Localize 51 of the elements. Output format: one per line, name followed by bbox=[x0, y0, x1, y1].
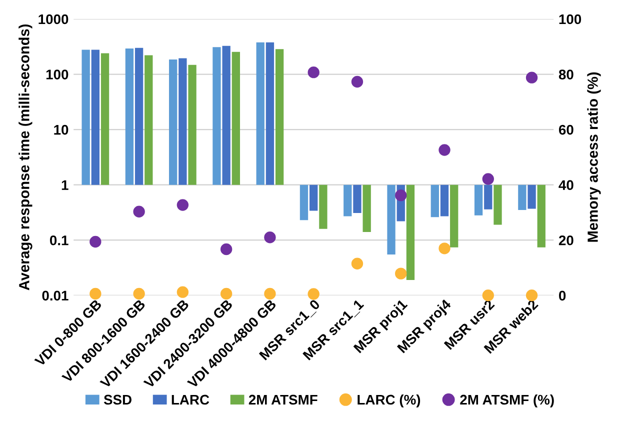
y-tick-label: 10 bbox=[54, 124, 68, 135]
y-tick-label: 1000 bbox=[38, 14, 68, 24]
bar bbox=[212, 47, 221, 185]
bar bbox=[256, 42, 264, 185]
y2-tick-label: 100 bbox=[559, 14, 582, 24]
bar bbox=[178, 58, 187, 185]
bar bbox=[344, 184, 352, 216]
bar bbox=[125, 48, 134, 185]
bar bbox=[310, 184, 318, 211]
y2-tick-label: 80 bbox=[558, 70, 574, 80]
bar bbox=[450, 184, 458, 248]
bar bbox=[222, 46, 230, 185]
bar bbox=[169, 60, 178, 185]
bar bbox=[134, 48, 144, 185]
legend-label: LARC bbox=[172, 394, 210, 405]
bar bbox=[188, 64, 196, 185]
bar bbox=[484, 184, 492, 210]
bar bbox=[474, 184, 483, 216]
y2-tick-label: 60 bbox=[558, 124, 574, 135]
bar bbox=[275, 49, 284, 185]
y2-axis-title: Memory access ratio (%) bbox=[587, 72, 601, 242]
bar bbox=[537, 184, 546, 248]
bar bbox=[300, 184, 308, 220]
bar bbox=[387, 184, 396, 254]
legend-label: LARC (%) bbox=[358, 394, 420, 408]
bar bbox=[319, 184, 328, 229]
bar bbox=[91, 50, 100, 185]
bar bbox=[440, 184, 449, 216]
bar bbox=[430, 184, 439, 218]
bar bbox=[232, 52, 240, 185]
bar bbox=[100, 53, 110, 185]
legend-label: SSD bbox=[104, 394, 132, 405]
y2-tick-label: 20 bbox=[558, 235, 574, 246]
y-tick-label: 0.1 bbox=[50, 235, 68, 246]
y2-tick-label: 0 bbox=[559, 290, 566, 301]
legend-label: 2M ATSMF (%) bbox=[460, 394, 554, 408]
bar bbox=[494, 184, 502, 225]
bar bbox=[353, 184, 362, 213]
bar bbox=[144, 55, 153, 185]
bar bbox=[82, 50, 90, 185]
bar bbox=[528, 184, 536, 209]
bar bbox=[518, 184, 526, 210]
y-tick-label: 100 bbox=[46, 70, 68, 80]
y-axis-title: Average response time (milli-seconds) bbox=[18, 24, 32, 290]
bar bbox=[266, 42, 274, 185]
legend-label: 2M ATSMF bbox=[248, 394, 318, 405]
y-tick-label: 0.01 bbox=[42, 290, 68, 301]
y2-tick-label: 40 bbox=[558, 180, 574, 190]
y-tick-label: 1 bbox=[62, 180, 68, 190]
bar bbox=[406, 184, 415, 280]
bar bbox=[362, 184, 371, 232]
